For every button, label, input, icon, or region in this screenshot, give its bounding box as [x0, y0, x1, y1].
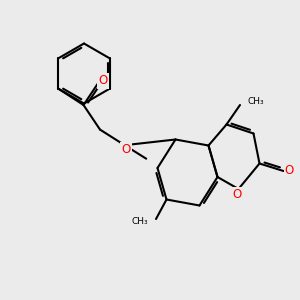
Text: CH₃: CH₃ — [248, 98, 264, 106]
Text: CH₃: CH₃ — [132, 218, 148, 226]
Text: O: O — [285, 164, 294, 178]
Text: O: O — [232, 188, 242, 201]
Text: O: O — [122, 143, 131, 156]
Text: O: O — [98, 74, 108, 88]
